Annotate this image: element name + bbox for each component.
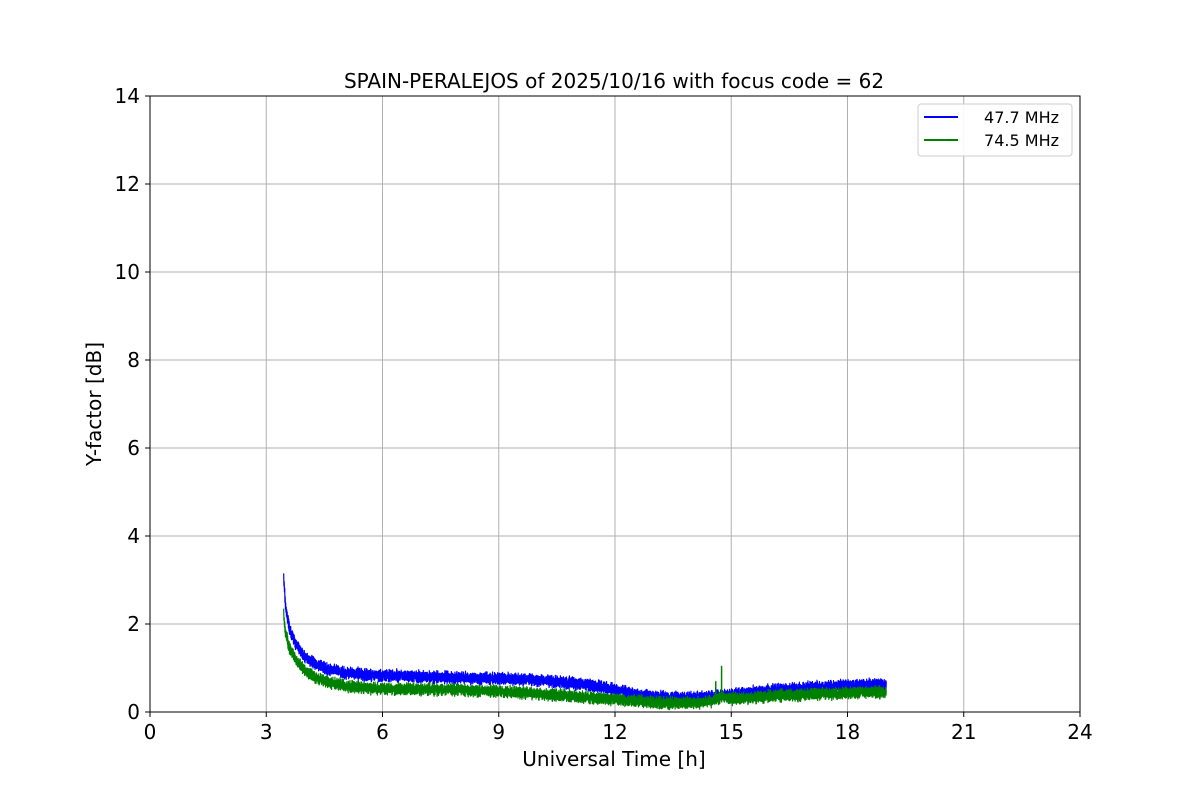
x-axis-label: Universal Time [h] bbox=[522, 747, 705, 771]
y-tick-label: 8 bbox=[127, 348, 140, 372]
y-tick-label: 4 bbox=[127, 524, 140, 548]
y-tick-label: 0 bbox=[127, 700, 140, 724]
chart-title: SPAIN-PERALEJOS of 2025/10/16 with focus… bbox=[344, 69, 884, 93]
x-tick-label: 24 bbox=[1067, 720, 1092, 744]
x-tick-label: 0 bbox=[144, 720, 157, 744]
plot-area bbox=[283, 573, 887, 711]
x-tick-label: 3 bbox=[260, 720, 273, 744]
x-tick-label: 18 bbox=[835, 720, 860, 744]
y-tick-label: 12 bbox=[115, 172, 140, 196]
x-axis: 0 3 6 9 12 15 18 21 24 bbox=[144, 712, 1093, 744]
x-tick-label: 21 bbox=[951, 720, 976, 744]
y-tick-label: 10 bbox=[115, 260, 140, 284]
legend-label: 47.7 MHz bbox=[984, 108, 1059, 127]
series-line-blue bbox=[283, 573, 887, 706]
x-tick-label: 9 bbox=[492, 720, 505, 744]
legend: 47.7 MHz 74.5 MHz bbox=[917, 103, 1073, 157]
y-tick-label: 2 bbox=[127, 612, 140, 636]
y-tick-label: 14 bbox=[115, 84, 140, 108]
legend-label: 74.5 MHz bbox=[984, 131, 1059, 150]
x-tick-label: 15 bbox=[719, 720, 744, 744]
x-tick-label: 6 bbox=[376, 720, 389, 744]
y-tick-label: 6 bbox=[127, 436, 140, 460]
x-tick-label: 12 bbox=[602, 720, 627, 744]
series-line-green bbox=[283, 608, 887, 711]
y-axis: 0 2 4 6 8 10 12 14 bbox=[115, 84, 150, 724]
y-axis-label: Y-factor [dB] bbox=[82, 342, 106, 467]
